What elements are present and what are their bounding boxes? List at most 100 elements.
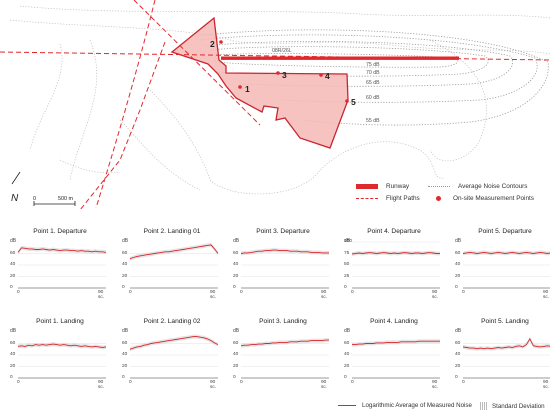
x-end-label: 90 sc. <box>432 380 439 390</box>
y-tick-label: 60 <box>344 340 350 346</box>
y-tick-label: 40 <box>455 262 461 267</box>
runway <box>221 56 459 60</box>
x-end-label: 90 sc. <box>543 290 550 300</box>
std-deviation-band <box>463 336 550 351</box>
x-end-label: 90 sc. <box>98 380 105 390</box>
airport-zone <box>170 16 349 149</box>
average-noise-line <box>240 339 329 347</box>
chart-title: Point 5. Landing <box>481 318 529 325</box>
point-label-5: 5 <box>351 97 356 107</box>
y-tick-label: 0 <box>455 285 458 290</box>
y-tick-label: 20 <box>455 273 461 279</box>
std-deviation-band <box>241 248 329 256</box>
y-tick-label: 40 <box>122 262 128 267</box>
x-end-label: 90 sc. <box>432 290 439 300</box>
y-tick-label: 20 <box>10 363 16 369</box>
chart-plot <box>240 248 329 289</box>
y-tick-label: 0 <box>10 285 13 290</box>
average-noise-line <box>351 252 440 255</box>
noise-chart: Point 1. Landing dB 0 20 40 60 0 90 sc. <box>10 318 110 398</box>
measurement-point-5 <box>345 99 349 103</box>
y-tick-label: 0 <box>344 375 347 380</box>
chart-plot <box>129 334 219 379</box>
legend-flight-paths-label: Flight Paths <box>386 195 420 202</box>
x-start-label: 0 <box>351 290 354 295</box>
chart-legend-line-label: Logarithmic Average of Measured Noise <box>362 402 472 409</box>
y-tick-label: 60 <box>122 340 128 346</box>
point-label-1: 1 <box>245 84 250 94</box>
scale-label-distance: 500 m <box>58 196 73 202</box>
x-start-label: 0 <box>129 290 132 295</box>
noise-chart: Point 5. Departure dB 0 20 40 60 0 90 sc. <box>455 228 550 308</box>
airport-noise-map: 75 dB 70 dB 65 dB 60 dB 55 dB 08R/26L 1 … <box>0 0 550 210</box>
chart-plot <box>462 250 550 289</box>
flight-path-swatch-icon <box>356 198 378 199</box>
x-end-label: 90 sc. <box>321 290 328 300</box>
noise-chart: Point 5. Landing dB 0 20 40 60 0 90 sc. <box>455 318 550 398</box>
std-deviation-band <box>18 342 106 350</box>
y-tick-label: 0 <box>10 375 13 380</box>
y-tick-label: 40 <box>10 352 16 357</box>
noise-chart: Point 4. Departure dB 0 25 50 75 100 0 90 sc. <box>344 228 444 308</box>
y-tick-label: 0 <box>455 375 458 380</box>
y-tick-label: 60 <box>233 340 239 346</box>
legend-points: On-site Measurement Points <box>428 195 534 202</box>
chart-ylabel: dB <box>233 238 240 244</box>
y-tick-label: 0 <box>344 285 347 290</box>
chart-ylabel: dB <box>455 328 462 334</box>
contour-label-75: 75 dB <box>366 62 380 68</box>
y-tick-label: 20 <box>122 363 128 369</box>
average-noise-line <box>240 249 329 254</box>
x-end-label: 90 sc. <box>98 290 105 300</box>
y-tick-label: 0 <box>122 375 125 380</box>
y-tick-label: 40 <box>122 352 128 357</box>
measurement-points <box>219 40 349 103</box>
x-start-label: 0 <box>240 290 243 295</box>
y-tick-label: 20 <box>10 273 16 279</box>
chart-legend-std: Standard Deviation <box>480 402 545 410</box>
y-tick-label: 20 <box>233 273 239 279</box>
y-tick-label: 50 <box>344 262 350 267</box>
y-tick-label: 40 <box>455 352 461 357</box>
scale-bar: 0 500 m <box>33 196 76 206</box>
contour-swatch-icon <box>428 186 450 187</box>
chart-plot <box>462 336 550 379</box>
chart-ylabel: dB <box>122 328 129 334</box>
chart-title: Point 5. Departure <box>478 228 532 235</box>
x-start-label: 0 <box>462 380 465 385</box>
noise-chart: Point 4. Landing dB 0 20 40 60 0 90 sc. <box>344 318 444 398</box>
y-tick-label: 60 <box>10 340 16 346</box>
contour-label-70: 70 dB <box>366 70 380 76</box>
y-tick-label: 20 <box>233 363 239 369</box>
chart-title: Point 3. Departure <box>256 228 310 235</box>
runway-swatch-icon <box>356 184 378 189</box>
x-end-label: 90 sc. <box>321 380 328 390</box>
x-start-label: 0 <box>462 290 465 295</box>
chart-plot <box>240 338 329 379</box>
chart-ylabel: dB <box>455 238 462 244</box>
std-deviation-band <box>130 334 218 352</box>
legend-contours: Average Noise Contours <box>428 183 528 190</box>
y-tick-label: 60 <box>455 250 461 256</box>
point-label-4: 4 <box>325 71 330 81</box>
y-tick-label: 40 <box>233 352 239 357</box>
x-end-label: 90 sc. <box>210 290 217 300</box>
measurement-point-4 <box>319 73 323 77</box>
noise-chart: Point 1. Departure dB 0 20 40 60 0 90 sc. <box>10 228 110 308</box>
point-swatch-icon <box>436 196 441 201</box>
x-start-label: 0 <box>351 380 354 385</box>
chart-ylabel: dB <box>122 238 129 244</box>
north-arrow-icon: N <box>11 171 21 204</box>
average-line-swatch-icon <box>338 405 356 406</box>
legend-flight-paths: Flight Paths <box>356 195 420 202</box>
legend-points-label: On-site Measurement Points <box>453 195 534 202</box>
chart-plot <box>129 242 219 289</box>
average-noise-line <box>462 251 550 254</box>
chart-legend-std-label: Standard Deviation <box>492 402 545 410</box>
average-noise-line <box>462 337 550 350</box>
y-tick-label: 100 <box>344 239 353 244</box>
y-tick-label: 20 <box>455 363 461 369</box>
chart-ylabel: dB <box>344 328 351 334</box>
point-label-3: 3 <box>282 70 287 80</box>
x-start-label: 0 <box>17 290 20 295</box>
